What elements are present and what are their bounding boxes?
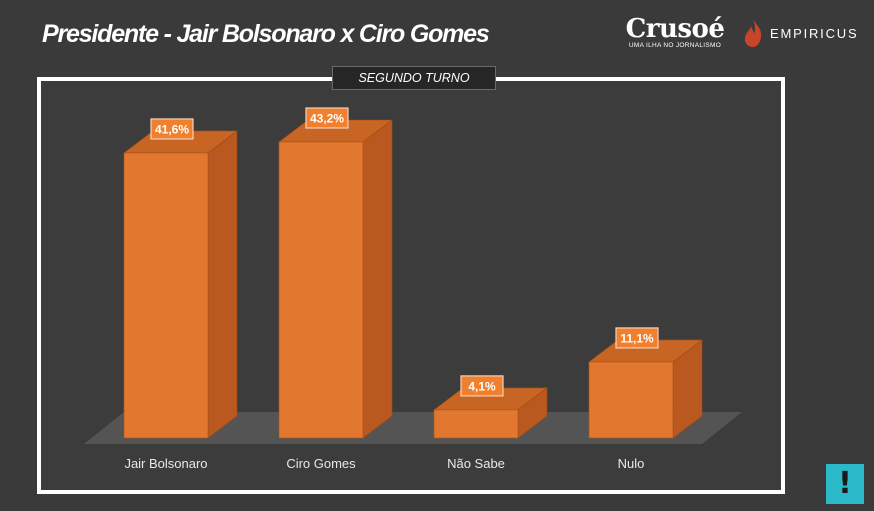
data-label: 41,6% <box>155 122 189 136</box>
chart-title: Presidente - Jair Bolsonaro x Ciro Gomes <box>42 20 490 48</box>
x-tick-label: Jair Bolsonaro <box>124 456 207 471</box>
chart-subtitle: SEGUNDO TURNO <box>332 66 496 90</box>
crusoe-logo-tagline: UMA ILHA NO JORNALISMO <box>628 42 722 49</box>
bar-side <box>207 130 238 439</box>
data-label: 11,1% <box>620 331 654 345</box>
bar <box>588 361 674 439</box>
flame-icon <box>744 19 762 47</box>
x-tick-label: Não Sabe <box>447 456 505 471</box>
bar <box>433 409 519 439</box>
x-tick-label: Nulo <box>618 456 645 471</box>
bar-side <box>362 119 393 439</box>
exclamation-icon[interactable]: ! <box>826 464 864 504</box>
empiricus-logo-name: EMPIRICUS <box>770 25 859 41</box>
bar <box>278 141 364 439</box>
chart-floor <box>84 412 742 444</box>
x-tick-label: Ciro Gomes <box>286 456 356 471</box>
data-label: 4,1% <box>468 379 496 393</box>
bar <box>123 152 209 439</box>
crusoe-logo: Crusoé UMA ILHA NO JORNALISMO <box>625 14 725 49</box>
data-label-box <box>305 107 349 129</box>
data-label-box <box>150 118 194 140</box>
crusoe-logo-name: Crusoé <box>625 14 725 44</box>
data-label-box <box>615 327 659 349</box>
empiricus-logo: EMPIRICUS <box>742 18 858 48</box>
data-label-box <box>460 375 504 397</box>
data-label: 43,2% <box>310 112 344 126</box>
